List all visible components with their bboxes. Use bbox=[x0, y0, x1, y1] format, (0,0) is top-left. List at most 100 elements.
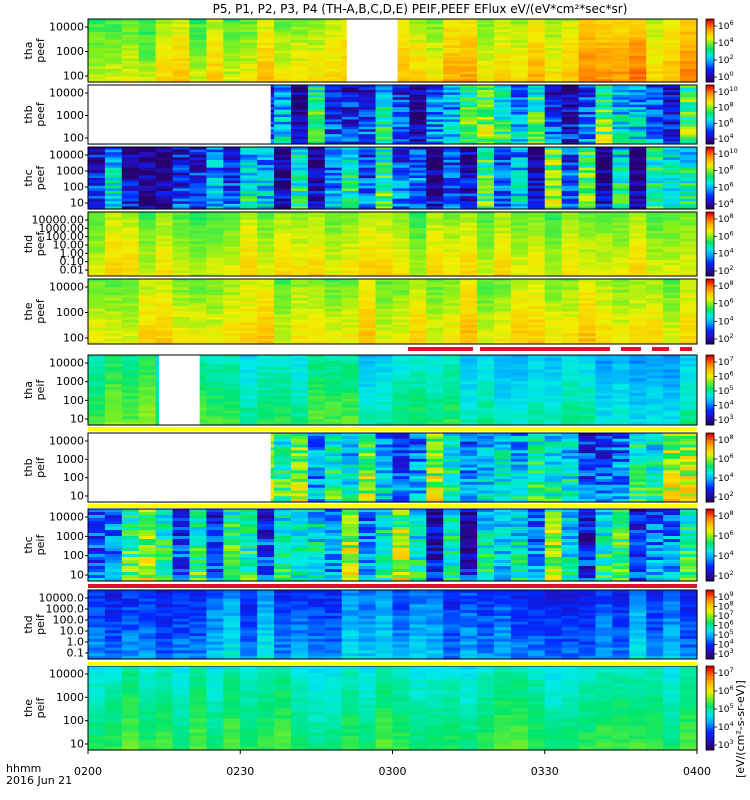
spectrogram-cell bbox=[291, 327, 309, 332]
spectrogram-cell bbox=[561, 55, 580, 59]
spectrogram-cell bbox=[646, 193, 664, 197]
colorbar-segment bbox=[706, 198, 714, 202]
spectrogram-cell bbox=[172, 228, 191, 232]
spectrogram-cell bbox=[477, 217, 495, 221]
spectrogram-cell bbox=[240, 335, 258, 340]
spectrogram-cell bbox=[646, 203, 664, 208]
colorbar-tick-exponent: 8 bbox=[729, 212, 733, 220]
spectrogram-cell bbox=[510, 325, 529, 329]
spectrogram-cell bbox=[341, 126, 360, 130]
spectrogram-cell bbox=[426, 162, 444, 166]
spectrogram-cell bbox=[494, 254, 512, 258]
spectrogram-cell bbox=[341, 284, 360, 288]
spectrogram-cell bbox=[274, 139, 292, 143]
spectrogram-cell bbox=[291, 154, 309, 158]
spectrogram-cell bbox=[223, 203, 241, 208]
spectrogram-cell bbox=[257, 254, 275, 258]
spectrogram-cell bbox=[324, 157, 343, 161]
colorbar-segment bbox=[706, 307, 714, 310]
spectrogram-cell bbox=[138, 292, 157, 296]
spectrogram-cell bbox=[307, 244, 326, 248]
colorbar-segment bbox=[706, 69, 714, 72]
spectrogram-cell bbox=[561, 196, 580, 200]
spectrogram-cell bbox=[307, 268, 326, 272]
spectrogram-cell bbox=[341, 327, 360, 332]
spectrogram-cell bbox=[274, 366, 292, 371]
spectrogram-cell bbox=[578, 180, 597, 184]
colorbar-segment bbox=[706, 269, 714, 273]
spectrogram-cell bbox=[223, 316, 241, 321]
spectrogram-cell bbox=[494, 292, 512, 296]
spectrogram-cell bbox=[324, 24, 343, 28]
spectrogram-cell bbox=[595, 316, 614, 321]
spectrogram-cell bbox=[324, 102, 343, 106]
spectrogram-cell bbox=[646, 316, 664, 321]
spectrogram-cell bbox=[544, 322, 563, 326]
spectrogram-cell bbox=[527, 198, 546, 202]
spectrogram-cell bbox=[494, 183, 512, 187]
spectrogram-cell bbox=[680, 244, 698, 248]
spectrogram-cell bbox=[341, 249, 360, 253]
spectrogram-cell bbox=[443, 116, 461, 121]
spectrogram-cell bbox=[629, 322, 647, 326]
spectrogram-cell bbox=[409, 297, 427, 302]
spectrogram-cell bbox=[544, 327, 563, 332]
spectrogram-cell bbox=[341, 246, 360, 250]
spectrogram-cell bbox=[291, 124, 309, 128]
spectrogram-cell bbox=[612, 228, 630, 232]
spectrogram-cell bbox=[274, 32, 292, 36]
spectrogram-cell bbox=[544, 230, 563, 234]
spectrogram-cell bbox=[663, 292, 681, 296]
spectrogram-cell bbox=[460, 112, 478, 116]
spectrogram-cell bbox=[460, 230, 478, 234]
spectrogram-cell bbox=[358, 201, 377, 205]
spectrogram-cell bbox=[341, 273, 360, 277]
spectrogram-cell bbox=[189, 212, 208, 216]
spectrogram-cell bbox=[257, 270, 275, 274]
spectrogram-cell bbox=[240, 314, 258, 318]
spectrogram-cell bbox=[494, 74, 512, 78]
spectrogram-cell bbox=[307, 102, 326, 106]
spectrogram-cell bbox=[274, 42, 292, 46]
spectrogram-cell bbox=[544, 172, 563, 177]
spectrogram-cell bbox=[189, 58, 208, 62]
spectrogram-cell bbox=[680, 322, 698, 326]
spectrogram-cell bbox=[494, 131, 512, 135]
spectrogram-cell bbox=[680, 55, 698, 59]
spectrogram-cell bbox=[341, 300, 360, 304]
spectrogram-cell bbox=[274, 157, 292, 161]
spectrogram-cell bbox=[291, 308, 309, 313]
panel-frame bbox=[87, 146, 698, 210]
spectrogram-cell bbox=[189, 303, 208, 307]
spectrogram-cell bbox=[172, 311, 191, 315]
spectrogram-cell bbox=[291, 303, 309, 307]
colorbar-tick-exponent: 4 bbox=[729, 314, 733, 322]
spectrogram-cell bbox=[291, 375, 309, 379]
spectrogram-cell bbox=[324, 45, 343, 49]
spectrogram-cell bbox=[646, 284, 664, 288]
spectrogram-cell bbox=[612, 335, 630, 340]
spectrogram-cell bbox=[291, 68, 309, 73]
spectrogram-cell bbox=[155, 220, 174, 224]
spectrogram-cell bbox=[121, 257, 140, 261]
spectrogram-cell bbox=[544, 104, 563, 108]
spectrogram-cell bbox=[646, 287, 664, 291]
spectrogram-cell bbox=[121, 203, 140, 208]
spectrogram-cell bbox=[138, 212, 157, 216]
spectrogram-cell bbox=[223, 228, 241, 232]
spectrogram-cell bbox=[460, 66, 478, 70]
spectrogram-cell bbox=[612, 270, 630, 274]
spectrogram-cell bbox=[663, 32, 681, 36]
spectrogram-cell bbox=[595, 167, 614, 171]
spectrogram-cell bbox=[307, 372, 326, 377]
spectrogram-cell bbox=[257, 159, 275, 164]
spectrogram-cell bbox=[426, 45, 444, 49]
spectrogram-cell bbox=[274, 404, 292, 409]
spectrogram-cell bbox=[578, 241, 597, 245]
spectrogram-cell bbox=[426, 119, 444, 123]
spectrogram-cell bbox=[375, 273, 394, 277]
spectrogram-cell bbox=[443, 162, 461, 166]
spectrogram-cell bbox=[155, 273, 174, 277]
spectrogram-cell bbox=[510, 159, 529, 164]
spectrogram-cell bbox=[595, 92, 614, 96]
